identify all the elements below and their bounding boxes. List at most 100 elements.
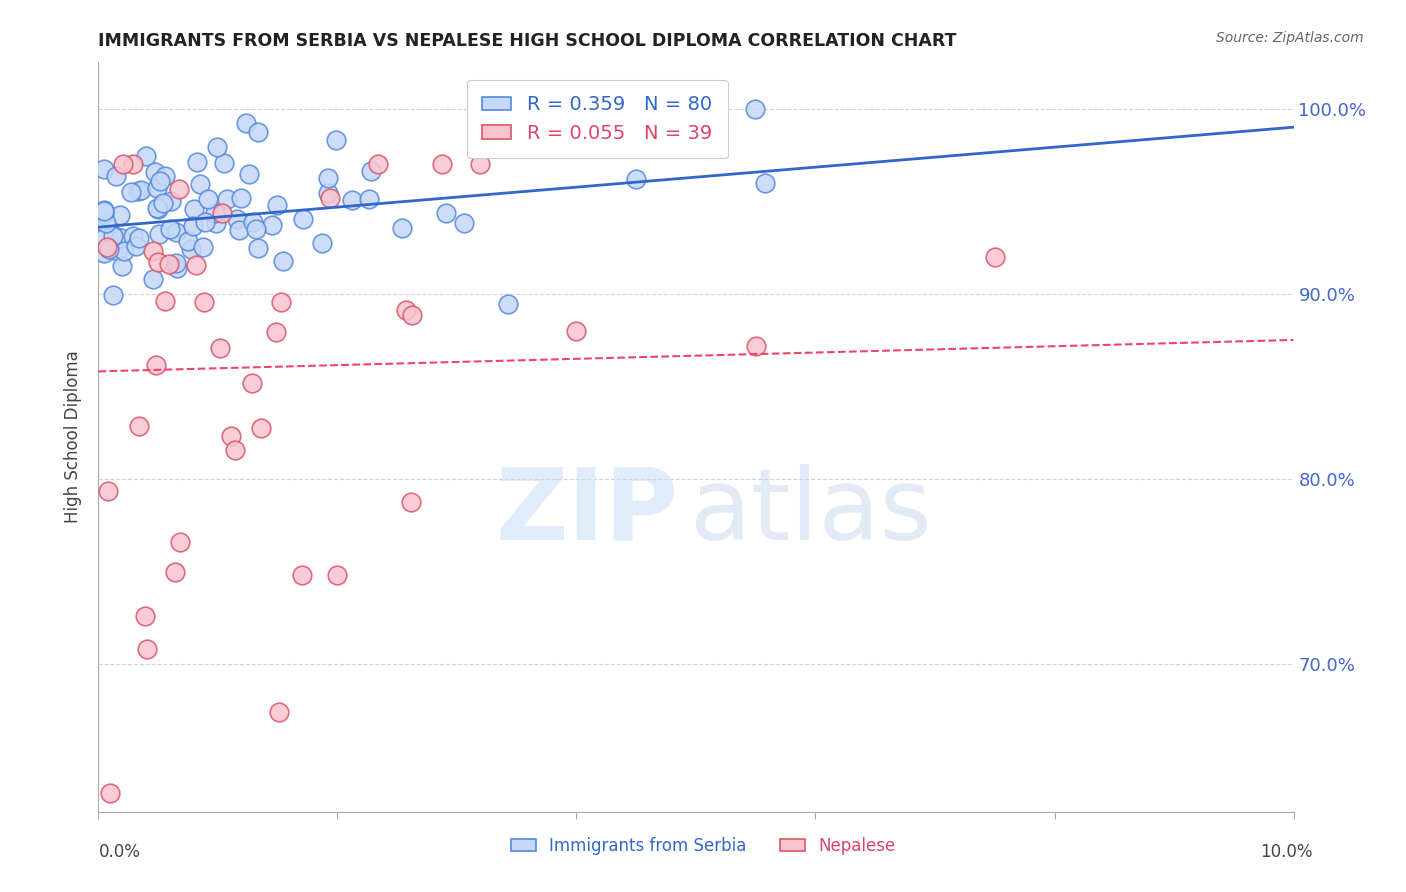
- Point: [153, 293, 176, 308]
- Point: [149, 174, 172, 188]
- Point: [94, 216, 117, 230]
- Point: [142, 272, 165, 286]
- Point: [311, 236, 333, 251]
- Point: [135, 149, 157, 163]
- Point: [152, 196, 174, 211]
- Point: [193, 215, 215, 229]
- Point: [148, 227, 170, 242]
- Point: [143, 165, 166, 179]
- Point: [219, 428, 242, 442]
- Point: [93, 231, 115, 245]
- Point: [148, 255, 170, 269]
- Point: [744, 102, 766, 116]
- Point: [193, 294, 215, 309]
- Point: [267, 706, 290, 720]
- Point: [325, 133, 347, 147]
- Point: [112, 157, 135, 171]
- Point: [128, 231, 150, 245]
- Point: [112, 244, 135, 258]
- Point: [127, 184, 149, 198]
- Point: [128, 418, 150, 433]
- Point: [122, 228, 145, 243]
- Point: [242, 376, 264, 390]
- Point: [101, 228, 124, 243]
- Point: [357, 192, 380, 206]
- Point: [160, 194, 183, 209]
- Point: [430, 157, 453, 171]
- Point: [401, 308, 423, 322]
- Point: [242, 215, 264, 229]
- Point: [153, 169, 176, 184]
- Point: [145, 358, 167, 372]
- Point: [122, 157, 145, 171]
- Point: [180, 242, 202, 256]
- Y-axis label: High School Diploma: High School Diploma: [65, 351, 83, 524]
- Point: [316, 171, 339, 186]
- Point: [101, 287, 124, 301]
- Point: [186, 259, 208, 273]
- Point: [93, 207, 115, 221]
- Text: atlas: atlas: [690, 464, 932, 560]
- Point: [319, 191, 342, 205]
- Point: [367, 157, 389, 171]
- Point: [186, 155, 208, 169]
- Point: [250, 421, 273, 435]
- Point: [496, 297, 519, 311]
- Point: [245, 222, 267, 236]
- Point: [169, 534, 191, 549]
- Point: [215, 192, 238, 206]
- Point: [98, 242, 121, 256]
- Point: [97, 483, 120, 498]
- Point: [360, 164, 382, 178]
- Point: [984, 250, 1007, 264]
- Point: [96, 240, 118, 254]
- Point: [399, 495, 422, 509]
- Point: [316, 186, 339, 201]
- Point: [146, 201, 169, 215]
- Point: [146, 180, 169, 194]
- Legend: Immigrants from Serbia, Nepalese: Immigrants from Serbia, Nepalese: [503, 830, 903, 862]
- Point: [266, 198, 288, 212]
- Legend: R = 0.359   N = 80, R = 0.055   N = 39: R = 0.359 N = 80, R = 0.055 N = 39: [467, 79, 728, 159]
- Point: [125, 239, 148, 253]
- Point: [166, 261, 188, 276]
- Point: [110, 208, 132, 222]
- Point: [624, 172, 647, 186]
- Text: IMMIGRANTS FROM SERBIA VS NEPALESE HIGH SCHOOL DIPLOMA CORRELATION CHART: IMMIGRANTS FROM SERBIA VS NEPALESE HIGH …: [98, 32, 957, 50]
- Point: [291, 568, 314, 582]
- Point: [93, 203, 115, 218]
- Point: [181, 219, 204, 233]
- Point: [208, 341, 231, 355]
- Text: ZIP: ZIP: [495, 464, 678, 560]
- Point: [165, 255, 187, 269]
- Point: [340, 193, 363, 207]
- Point: [163, 566, 186, 580]
- Point: [197, 192, 219, 206]
- Point: [142, 244, 165, 258]
- Point: [231, 191, 253, 205]
- Point: [754, 176, 776, 190]
- Point: [93, 202, 115, 217]
- Point: [228, 223, 250, 237]
- Text: 10.0%: 10.0%: [1260, 843, 1313, 861]
- Point: [167, 182, 190, 196]
- Point: [224, 442, 246, 457]
- Point: [98, 786, 121, 800]
- Point: [134, 608, 156, 623]
- Point: [104, 169, 127, 184]
- Point: [238, 167, 260, 181]
- Point: [395, 302, 418, 317]
- Point: [110, 230, 132, 244]
- Point: [183, 202, 205, 216]
- Point: [434, 206, 457, 220]
- Point: [212, 156, 235, 170]
- Point: [101, 229, 124, 244]
- Point: [745, 338, 768, 352]
- Point: [225, 211, 247, 226]
- Point: [204, 206, 226, 220]
- Point: [270, 294, 292, 309]
- Point: [165, 225, 187, 239]
- Point: [246, 241, 269, 255]
- Point: [135, 641, 157, 656]
- Point: [453, 216, 475, 230]
